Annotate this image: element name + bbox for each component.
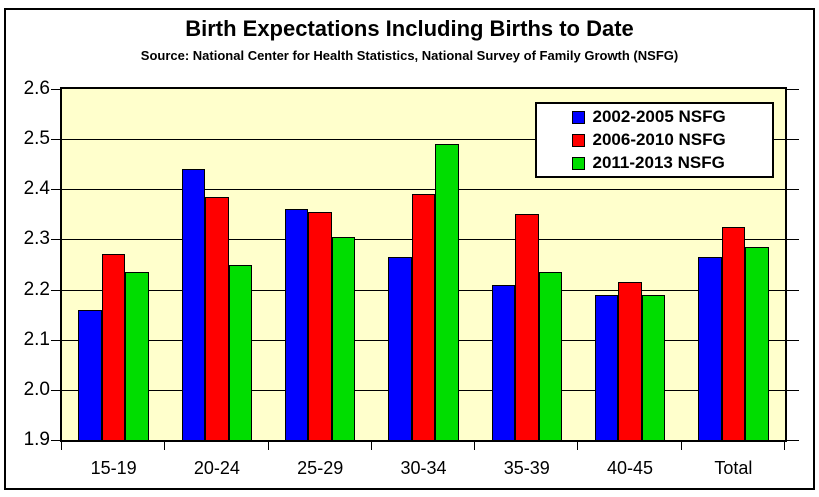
legend-item: 2006-2010 NSFG (571, 129, 738, 152)
bar-20-24-2006-2010 (205, 196, 229, 440)
bar-30-34-2002-2005 (388, 256, 412, 440)
y-axis-label: 1.9 (23, 429, 50, 450)
x-axis-label: 30-34 (400, 458, 447, 478)
bar-20-24-2002-2005 (181, 169, 206, 440)
bar-Total-2002-2005 (698, 256, 722, 440)
legend-label: 2006-2010 NSFG (592, 130, 726, 149)
y-axis-label: 2.1 (23, 328, 50, 350)
x-axis-tick (784, 442, 785, 450)
y-axis-tick (51, 189, 60, 191)
x-axis-label: 15-19 (90, 458, 137, 478)
legend-label: 2002-2005 NSFG (592, 107, 726, 126)
bar-35-39-2002-2005 (491, 284, 516, 440)
y-axis-tick-right (787, 189, 799, 191)
bar-25-29-2011-2013 (331, 236, 356, 440)
y-axis-tick (51, 239, 60, 241)
bar-15-19-2011-2013 (125, 272, 149, 440)
chart-title: Birth Expectations Including Births to D… (185, 16, 634, 41)
bar-20-24-2011-2013 (228, 264, 253, 440)
legend-item: 2011-2013 NSFG (571, 152, 738, 175)
y-axis-tick (51, 389, 60, 391)
x-axis-tick (680, 442, 682, 450)
legend-swatch-icon (571, 133, 585, 147)
bar-30-34-2011-2013 (435, 144, 459, 440)
y-axis-tick-right (787, 289, 799, 291)
y-axis-tick-right (787, 89, 799, 90)
y-axis-label: 2.3 (23, 228, 50, 250)
bar-15-19-2002-2005 (78, 309, 102, 440)
y-axis-tick-right (787, 339, 799, 341)
y-axis-tick (51, 440, 60, 441)
x-axis-tick (61, 442, 62, 450)
bar-40-45-2002-2005 (594, 294, 619, 440)
chart-frame: Birth Expectations Including Births to D… (4, 8, 815, 490)
gridline (62, 139, 785, 141)
bar-35-39-2006-2010 (515, 214, 539, 440)
x-axis-label: Total (714, 458, 753, 478)
legend-label: 2011-2013 NSFG (592, 153, 725, 172)
bar-Total-2011-2013 (745, 246, 769, 440)
legend-item: 2002-2005 NSFG (571, 106, 738, 129)
bar-35-39-2011-2013 (538, 272, 563, 440)
x-axis-label: 20-24 (193, 458, 240, 478)
x-axis-tick (577, 442, 579, 450)
y-axis-tick (51, 139, 60, 141)
gridline (62, 189, 785, 191)
legend-swatch-icon (571, 110, 585, 124)
bar-30-34-2006-2010 (411, 194, 436, 440)
x-axis-tick (164, 442, 166, 450)
y-axis-tick-right (787, 389, 799, 391)
x-axis-tick (370, 442, 372, 450)
bar-25-29-2006-2010 (308, 211, 332, 440)
y-axis-label: 2.2 (23, 278, 50, 300)
chart-subtitle: Source: National Center for Health Stati… (140, 48, 679, 63)
y-axis-tick (51, 339, 60, 341)
y-axis-label: 2.0 (23, 378, 50, 400)
y-axis-tick (51, 289, 60, 291)
y-axis-tick (51, 89, 60, 90)
bar-40-45-2011-2013 (641, 294, 666, 440)
y-axis-label: 2.4 (23, 178, 50, 200)
x-axis-label: 35-39 (503, 458, 550, 478)
x-axis-label: 40-45 (607, 458, 654, 478)
bar-15-19-2006-2010 (101, 254, 126, 440)
bar-40-45-2006-2010 (618, 282, 642, 440)
x-axis-label: 25-29 (297, 458, 344, 478)
legend: 2002-2005 NSFG 2006-2010 NSFG 2011-2013 NS… (535, 102, 774, 178)
x-axis-tick (267, 442, 269, 450)
x-axis-tick (474, 442, 476, 450)
bar-25-29-2002-2005 (284, 209, 309, 440)
legend-swatch-icon (571, 156, 585, 170)
y-axis-tick-right (787, 239, 799, 241)
bar-Total-2006-2010 (721, 226, 746, 440)
y-axis-label: 2.6 (23, 78, 50, 99)
y-axis-label: 2.5 (23, 128, 50, 150)
y-axis-tick-right (787, 139, 799, 141)
y-axis-tick-right (787, 440, 799, 441)
